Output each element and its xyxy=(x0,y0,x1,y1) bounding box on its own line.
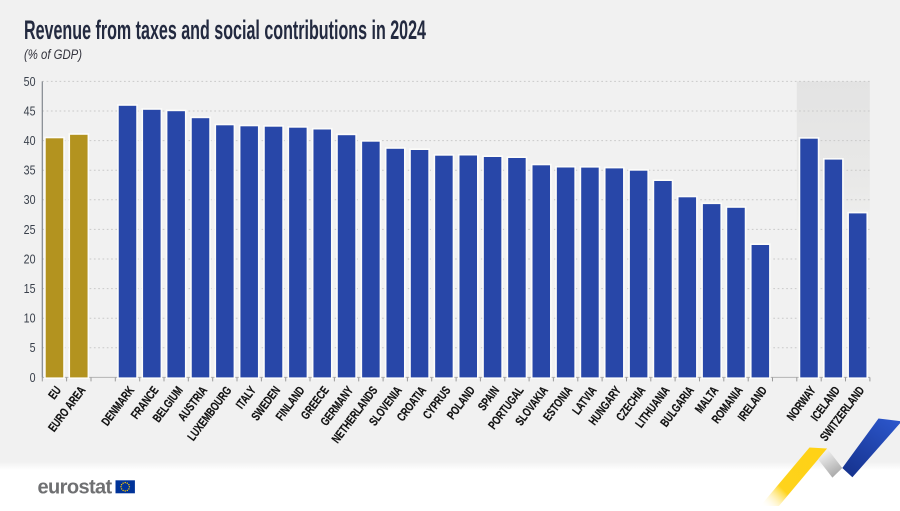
svg-text:(% of GDP): (% of GDP) xyxy=(24,47,82,62)
svg-text:10: 10 xyxy=(24,311,36,326)
svg-text:30: 30 xyxy=(24,192,36,207)
svg-text:35: 35 xyxy=(24,163,36,178)
svg-text:50: 50 xyxy=(24,74,36,89)
svg-text:5: 5 xyxy=(30,340,36,355)
svg-text:eurostat: eurostat xyxy=(38,476,113,498)
svg-text:0: 0 xyxy=(30,370,36,385)
svg-text:15: 15 xyxy=(24,281,36,296)
svg-text:Revenue from taxes and social: Revenue from taxes and social contributi… xyxy=(24,15,426,45)
svg-text:45: 45 xyxy=(24,103,36,118)
svg-text:20: 20 xyxy=(24,251,36,266)
svg-text:40: 40 xyxy=(24,133,36,148)
svg-text:25: 25 xyxy=(24,222,36,237)
